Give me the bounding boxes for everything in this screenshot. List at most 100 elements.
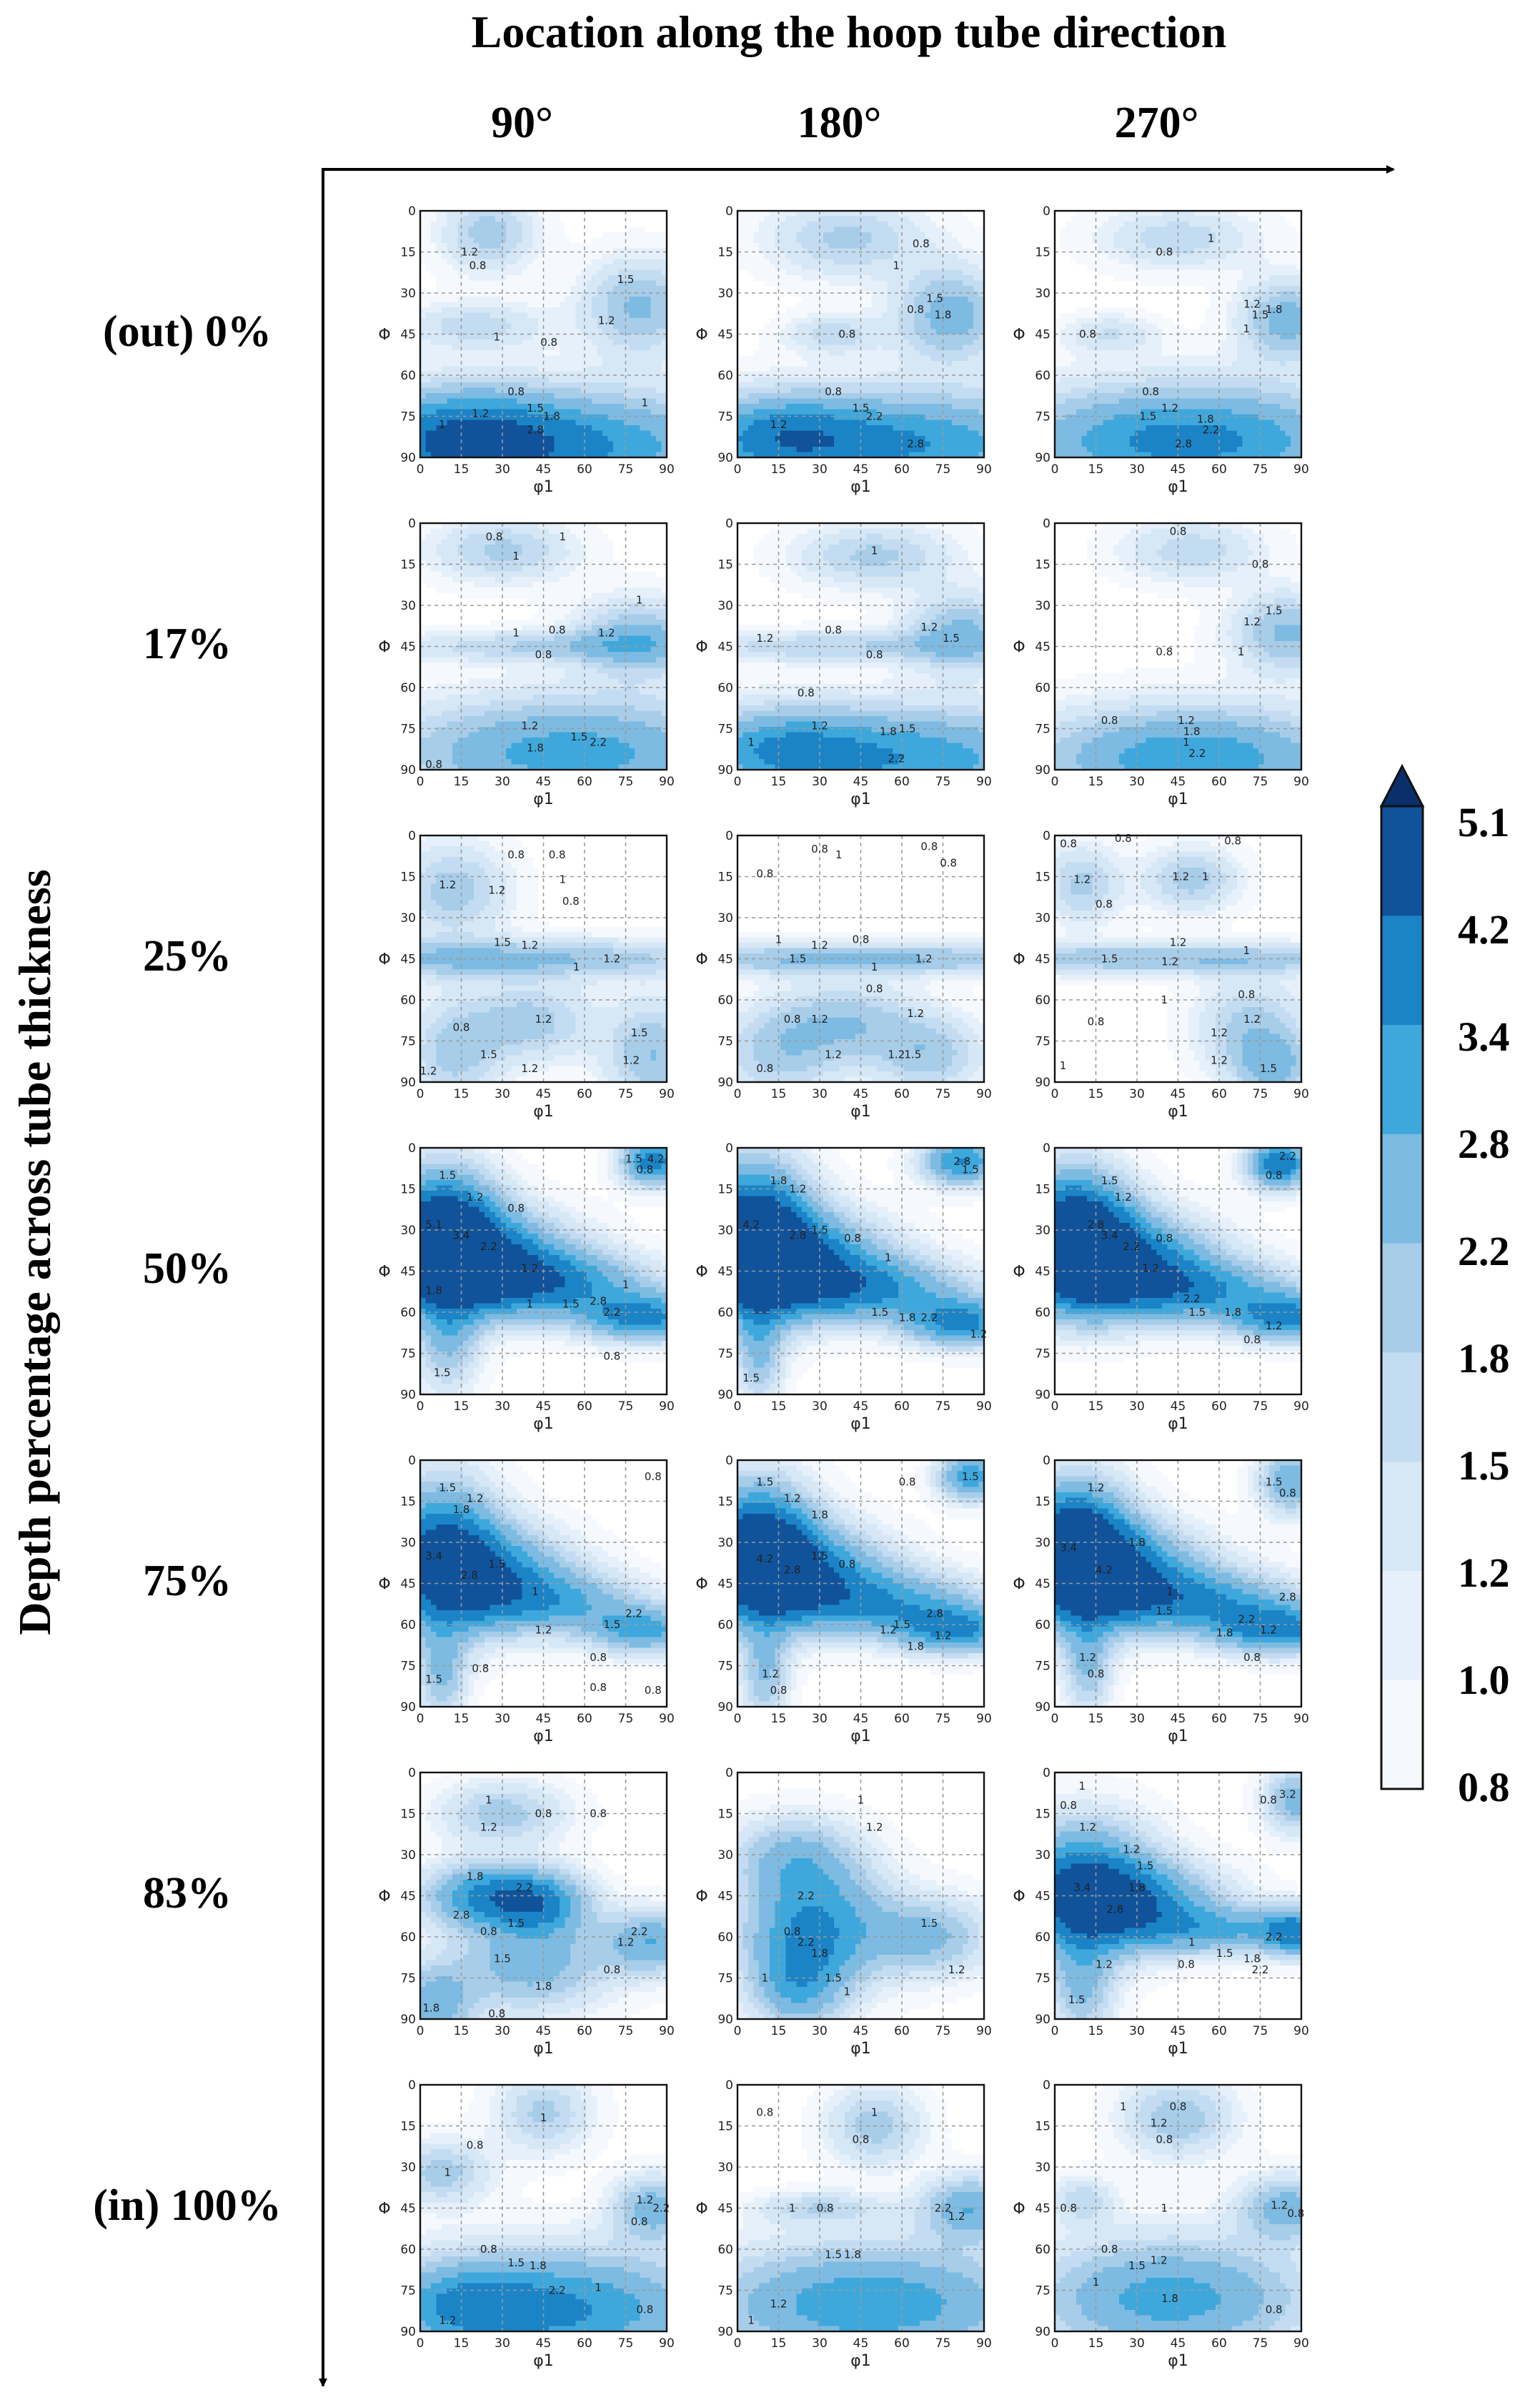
contour-cell: [431, 291, 437, 297]
contour-cell: [1103, 259, 1109, 265]
contour-cell: [607, 237, 614, 244]
contour-cell: [952, 387, 958, 394]
contour-cell: [570, 393, 577, 400]
contour-cell: [823, 275, 830, 282]
contour-cell: [442, 216, 448, 222]
contour-cell: [978, 232, 985, 239]
contour-cell: [613, 436, 620, 442]
contour-cell: [888, 334, 894, 340]
contour-cell: [850, 269, 856, 276]
contour-cell: [495, 275, 502, 282]
contour-cell: [517, 415, 523, 421]
contour-cell: [898, 452, 905, 458]
contour-cell: [941, 259, 948, 265]
contour-cell: [893, 350, 899, 357]
contour-cell: [818, 441, 824, 447]
contour-cell: [898, 302, 905, 308]
contour-cell: [420, 297, 427, 303]
contour-cell: [1070, 237, 1077, 244]
contour-cell: [920, 366, 926, 372]
contour-cell: [549, 387, 555, 394]
contour-cell: [511, 323, 517, 329]
contour-cell: [946, 355, 953, 362]
contour-cell: [813, 275, 819, 282]
contour-cell: [602, 302, 609, 308]
contour-cell: [785, 409, 792, 415]
contour-cell: [1076, 329, 1083, 335]
contour-cell: [759, 275, 765, 282]
contour-cell: [780, 350, 787, 357]
contour-cell: [973, 286, 980, 292]
contour-cell: [759, 452, 765, 458]
contour-cell: [500, 409, 507, 415]
y-tick-label: 0: [725, 204, 733, 219]
contour-cell: [978, 291, 985, 297]
contour-cell: [500, 264, 507, 271]
contour-cell: [592, 447, 598, 453]
contour-cell: [1237, 211, 1243, 217]
contour-cell: [845, 334, 851, 340]
contour-cell: [538, 211, 545, 217]
contour-cell: [629, 404, 635, 410]
contour-cell: [818, 216, 824, 222]
contour-cell: [1103, 307, 1109, 314]
contour-cell: [1070, 248, 1077, 254]
contour-cell: [1226, 269, 1233, 276]
contour-cell: [909, 269, 915, 276]
contour-cell: [1087, 232, 1093, 239]
contour-cell: [420, 237, 427, 244]
contour-cell: [1183, 237, 1190, 244]
contour-cell: [570, 430, 577, 437]
contour-cell: [957, 323, 963, 329]
contour-cell: [1076, 323, 1083, 329]
contour-cell: [490, 297, 496, 303]
contour-cell: [903, 387, 910, 394]
x-tick-label: 0: [734, 462, 742, 477]
contour-cell: [737, 259, 744, 265]
contour-cell: [860, 318, 867, 324]
contour-cell: [511, 436, 517, 442]
contour-cell: [549, 323, 555, 329]
contour-cell: [624, 382, 630, 389]
contour-cell: [613, 334, 620, 340]
contour-cell: [753, 227, 760, 233]
contour-cell: [1253, 329, 1259, 335]
contour-cell: [517, 409, 523, 415]
contour-cell: [978, 355, 985, 362]
contour-cell: [650, 297, 657, 303]
contour-cell: [1108, 232, 1115, 239]
contour-cell: [845, 447, 851, 453]
x-tick-label: 15: [771, 462, 787, 477]
contour-cell: [554, 436, 560, 442]
contour-cell: [785, 264, 792, 271]
contour-cell: [813, 339, 819, 346]
contour-cell: [635, 307, 641, 314]
contour-cell: [1226, 254, 1233, 260]
contour-cell: [866, 286, 873, 292]
contour-cell: [549, 297, 555, 303]
contour-cell: [420, 393, 427, 400]
contour-cell: [748, 366, 755, 372]
contour-cell: [532, 259, 539, 265]
contour-cell: [640, 286, 646, 292]
contour-cell: [764, 350, 770, 357]
contour-cell: [742, 361, 749, 367]
contour-cell: [850, 387, 856, 394]
contour-cell: [935, 248, 942, 254]
contour-cell: [882, 211, 888, 217]
contour-cell: [485, 420, 491, 426]
contour-cell: [963, 323, 969, 329]
contour-cell: [442, 382, 448, 389]
contour-cell: [791, 318, 798, 324]
contour-cell: [978, 430, 985, 437]
contour-cell: [813, 280, 819, 287]
contour-cell: [479, 350, 485, 357]
contour-cell: [1296, 297, 1302, 303]
contour-cell: [807, 387, 813, 394]
contour-cell: [597, 275, 603, 282]
contour-cell: [909, 259, 915, 265]
contour-cell: [1237, 232, 1243, 239]
contour-cell: [618, 312, 625, 319]
contour-cell: [963, 254, 969, 260]
contour-cell: [759, 329, 765, 335]
